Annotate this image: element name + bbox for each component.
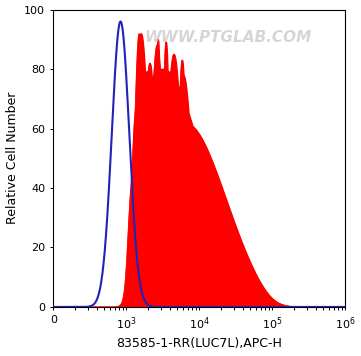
Text: WWW.PTGLAB.COM: WWW.PTGLAB.COM bbox=[145, 30, 312, 45]
Y-axis label: Relative Cell Number: Relative Cell Number bbox=[5, 92, 18, 224]
X-axis label: 83585-1-RR(LUC7L),APC-H: 83585-1-RR(LUC7L),APC-H bbox=[116, 337, 282, 350]
